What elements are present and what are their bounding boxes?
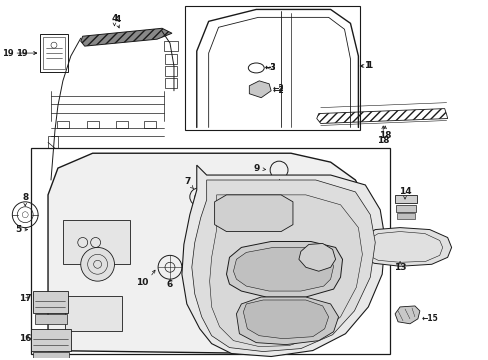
Bar [396,213,414,219]
Bar [164,78,177,88]
Text: 19: 19 [1,49,13,58]
Text: 12: 12 [279,322,292,331]
Polygon shape [226,242,342,297]
Text: ←2: ←2 [273,86,284,95]
Bar [31,329,71,351]
Bar [31,148,389,354]
Text: 19: 19 [16,49,28,58]
Text: 13: 13 [393,263,406,272]
Polygon shape [233,247,333,291]
Text: 10: 10 [136,278,148,287]
Text: 18: 18 [378,131,390,140]
Bar [164,54,177,64]
Bar [144,121,156,129]
Bar [163,41,178,51]
Polygon shape [209,195,362,347]
Text: ←15: ←15 [421,314,438,323]
Bar [33,291,68,313]
Polygon shape [236,297,338,345]
Text: 14: 14 [398,188,410,197]
Polygon shape [358,228,451,266]
Polygon shape [394,306,419,324]
Text: 1: 1 [364,62,370,71]
Bar [268,200,281,222]
Bar [224,200,236,222]
Bar [63,220,130,264]
Bar [239,200,251,222]
Text: ←3: ←3 [264,63,275,72]
Bar [86,121,99,129]
Bar [164,66,177,76]
Text: 4: 4 [111,14,118,23]
Text: 9: 9 [253,163,260,172]
Text: 7: 7 [184,177,191,186]
Bar [116,121,128,129]
Text: 5: 5 [15,225,21,234]
Bar [394,195,416,203]
Bar [48,136,58,148]
Bar [40,34,68,72]
Text: 1: 1 [366,62,372,71]
Bar [395,205,415,212]
Text: 4: 4 [114,15,121,24]
Text: 8: 8 [22,193,28,202]
Bar [33,352,69,360]
Text: 11: 11 [308,243,321,252]
Text: 6: 6 [166,280,173,289]
Bar [184,6,360,130]
Text: 17: 17 [19,294,31,303]
Bar [254,200,265,222]
Polygon shape [191,180,374,352]
Bar [43,37,65,69]
Polygon shape [182,165,385,356]
Polygon shape [243,300,328,339]
Polygon shape [298,243,335,271]
Text: ←2: ←2 [273,84,284,93]
Circle shape [81,247,114,281]
Circle shape [355,238,374,257]
Text: 16: 16 [19,334,31,343]
Bar [65,296,122,331]
Polygon shape [249,81,270,98]
Bar [57,121,69,129]
Bar [35,314,67,324]
Text: 18: 18 [376,136,388,145]
Polygon shape [48,153,373,354]
Polygon shape [214,195,292,231]
Text: ←3: ←3 [264,63,275,72]
Polygon shape [81,28,172,46]
